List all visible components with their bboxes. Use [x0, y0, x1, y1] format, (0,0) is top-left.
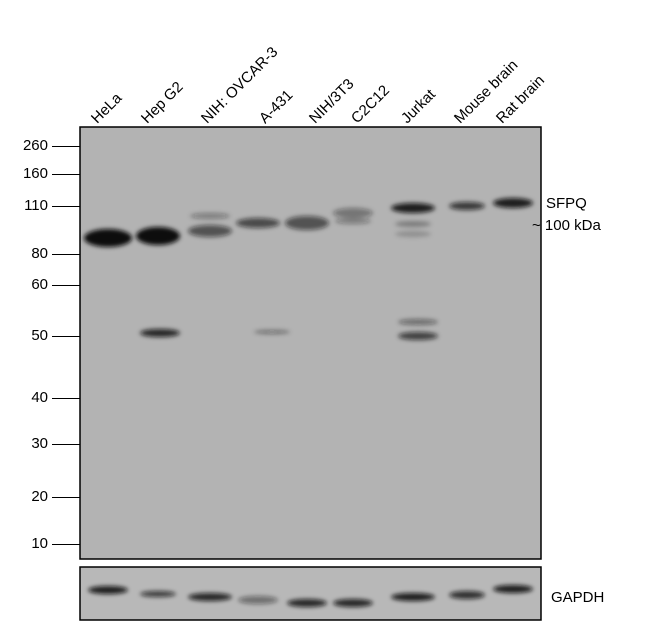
- nonspecific-band: [398, 319, 438, 325]
- gapdh-band: [449, 591, 485, 599]
- size-label: ~ 100 kDa: [532, 217, 601, 234]
- gapdh-label: GAPDH: [551, 589, 605, 606]
- sfpq-band: [493, 198, 533, 208]
- faint-band: [395, 231, 431, 237]
- gapdh-band: [140, 591, 176, 597]
- marker-40: 40: [31, 389, 48, 406]
- marker-30: 30: [31, 435, 48, 452]
- marker-tick: [52, 206, 80, 207]
- sfpq-band: [333, 208, 373, 218]
- marker-60: 60: [31, 276, 48, 293]
- sfpq-band: [285, 216, 329, 230]
- sfpq-band: [84, 229, 132, 247]
- gapdh-band: [188, 593, 232, 601]
- marker-tick: [52, 444, 80, 445]
- sfpq-band: [136, 227, 180, 245]
- marker-tick: [52, 544, 80, 545]
- marker-10: 10: [31, 535, 48, 552]
- nonspecific-band: [398, 332, 438, 340]
- marker-tick: [52, 336, 80, 337]
- sfpq-band: [391, 203, 435, 213]
- nonspecific-band: [254, 330, 290, 334]
- gapdh-band: [287, 599, 327, 607]
- faint-band: [190, 213, 230, 219]
- gapdh-band: [493, 585, 533, 593]
- faint-band: [335, 218, 371, 224]
- marker-tick: [52, 254, 80, 255]
- gapdh-band: [391, 593, 435, 601]
- nonspecific-band: [140, 329, 180, 337]
- faint-band: [395, 221, 431, 227]
- main-blot-panel: [79, 126, 542, 560]
- marker-160: 160: [22, 165, 48, 182]
- marker-50: 50: [31, 327, 48, 344]
- marker-20: 20: [31, 488, 48, 505]
- marker-80: 80: [31, 245, 48, 262]
- marker-tick: [52, 174, 80, 175]
- marker-110: 110: [24, 197, 48, 214]
- gapdh-band: [238, 596, 278, 604]
- marker-tick: [52, 497, 80, 498]
- marker-tick: [52, 285, 80, 286]
- gapdh-band: [333, 599, 373, 607]
- marker-tick: [52, 146, 80, 147]
- marker-tick: [52, 398, 80, 399]
- gapdh-band: [88, 586, 128, 594]
- sfpq-band: [449, 202, 485, 210]
- sfpq-band: [236, 218, 280, 228]
- target-label: SFPQ: [546, 195, 587, 212]
- sfpq-band: [188, 225, 232, 237]
- marker-260: 260: [22, 137, 48, 154]
